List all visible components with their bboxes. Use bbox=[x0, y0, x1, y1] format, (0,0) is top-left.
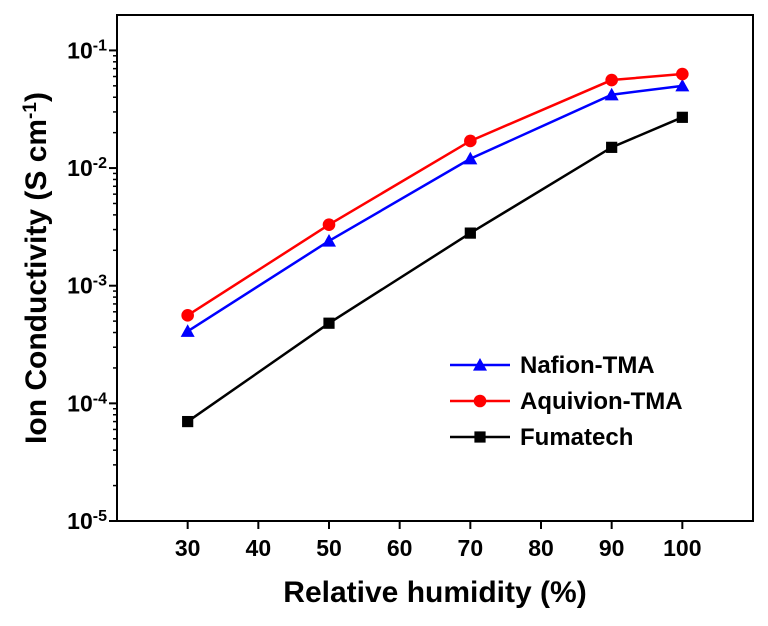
data-point-aquivion-tma bbox=[605, 73, 618, 87]
x-tick-label: 50 bbox=[316, 535, 342, 561]
data-point-aquivion-tma bbox=[322, 218, 336, 232]
data-point-fumatech bbox=[606, 141, 618, 153]
legend-label-fumatech: Fumatech bbox=[520, 424, 633, 451]
data-point-nafion-tma bbox=[180, 324, 195, 337]
data-point-nafion-tma bbox=[675, 78, 690, 92]
data-point-nafion-tma bbox=[463, 151, 478, 165]
data-point-nafion-tma bbox=[322, 233, 336, 247]
series-line-nafion-tma bbox=[186, 84, 683, 333]
x-tick-label: 100 bbox=[663, 535, 701, 561]
plot-frame bbox=[116, 14, 754, 522]
data-point-aquivion-tma bbox=[181, 309, 194, 322]
legend-label-aquivion-tma: Aquivion-TMA bbox=[520, 388, 683, 415]
legend-marker-fumatech bbox=[474, 431, 486, 443]
data-point-aquivion-tma bbox=[464, 134, 477, 148]
legend: Nafion-TMA Aquivion-TMA Fumatech bbox=[450, 352, 683, 451]
legend-marker-aquivion-tma bbox=[473, 394, 487, 408]
y-axis-title-main: Ion Conductivity (S cm bbox=[20, 119, 53, 444]
y-tick-label: 10-2 bbox=[67, 155, 107, 182]
y-tick-label: 10-4 bbox=[67, 390, 107, 417]
data-point-fumatech bbox=[676, 111, 688, 123]
x-axis: 30 40 50 60 70 80 90 100 bbox=[175, 521, 702, 561]
x-tick-label: 90 bbox=[599, 535, 625, 561]
series-markers bbox=[180, 67, 690, 428]
data-point-aquivion-tma bbox=[676, 67, 689, 81]
x-axis-title: Relative humidity (%) bbox=[283, 576, 586, 609]
data-point-nafion-tma bbox=[604, 87, 619, 101]
x-tick-label: 30 bbox=[175, 535, 201, 561]
x-tick-label: 40 bbox=[246, 535, 272, 561]
legend-marker-nafion-tma bbox=[473, 358, 487, 371]
y-tick-label: 10-5 bbox=[67, 508, 107, 535]
x-tick-label: 80 bbox=[528, 535, 554, 561]
y-axis-title-sup: -1 bbox=[20, 102, 41, 119]
y-axis: 10-5 10-4 10-3 10-2 10-1 bbox=[67, 37, 117, 534]
series-line-aquivion-tma bbox=[186, 72, 683, 317]
data-point-fumatech bbox=[182, 415, 194, 428]
legend-label-nafion-tma: Nafion-TMA bbox=[520, 352, 655, 379]
x-tick-label: 70 bbox=[458, 535, 484, 561]
y-axis-title-end: ) bbox=[20, 92, 53, 102]
y-tick-label: 10-1 bbox=[67, 37, 107, 64]
data-point-fumatech bbox=[323, 317, 335, 329]
y-axis-title: Ion Conductivity (S cm-1) bbox=[20, 92, 54, 444]
data-point-fumatech bbox=[464, 227, 476, 239]
y-tick-label: 10-3 bbox=[67, 272, 107, 299]
x-tick-label: 60 bbox=[387, 535, 413, 561]
